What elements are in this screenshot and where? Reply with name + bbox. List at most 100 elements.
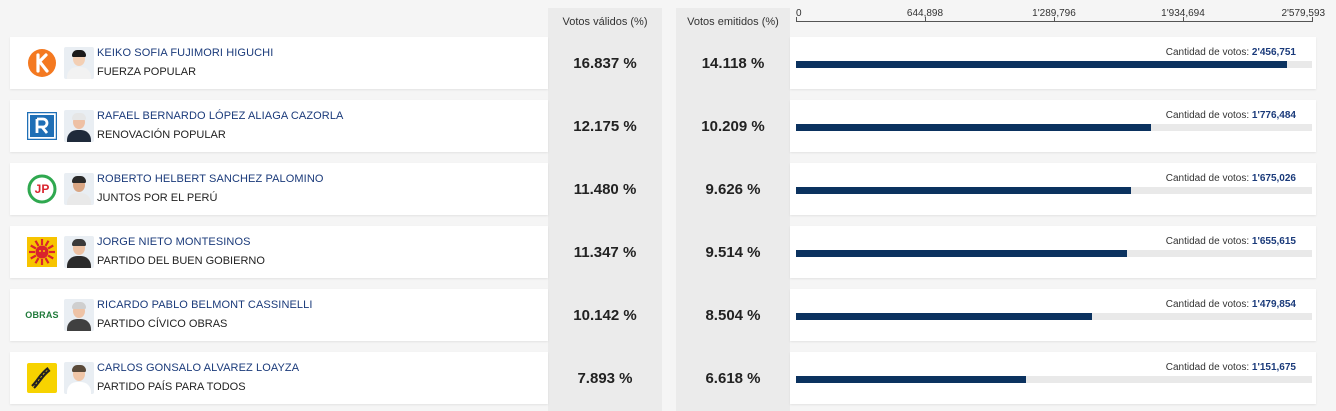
candidate-card: JORGE NIETO MONTESINOS PARTIDO DEL BUEN G… (10, 226, 548, 278)
votes-bar-fill (796, 124, 1151, 131)
votes-count-label: Cantidad de votos: 2'456,751 (1166, 47, 1296, 58)
votes-count-label: Cantidad de votos: 1'655,615 (1166, 236, 1296, 247)
votes-bar-track (796, 376, 1312, 383)
candidate-row[interactable]: KEIKO SOFIA FUJIMORI HIGUCHI FUERZA POPUL… (10, 37, 1316, 89)
candidate-row[interactable]: JORGE NIETO MONTESINOS PARTIDO DEL BUEN G… (10, 226, 1316, 278)
candidate-row[interactable]: JP ROBERTO HELBERT SANCHEZ PALOMINO JUNTOS… (10, 163, 1316, 215)
candidate-photo-avatar (64, 47, 94, 79)
candidate-photo-avatar (64, 110, 94, 142)
votes-axis: 0 644,898 1'289,796 1'934,694 2'579,593 (796, 8, 1325, 24)
votes-count-value: 1'655,615 (1251, 236, 1296, 247)
candidate-row[interactable]: RAFAEL BERNARDO LÓPEZ ALIAGA CAZORLA RENO… (10, 100, 1316, 152)
emitted-votes-header: Votos emitidos (%) (687, 16, 779, 28)
candidate-card: RAFAEL BERNARDO LÓPEZ ALIAGA CAZORLA RENO… (10, 100, 548, 152)
candidate-card: JP ROBERTO HELBERT SANCHEZ PALOMINO JUNTOS… (10, 163, 548, 215)
votes-count-label: Cantidad de votos: 1'151,675 (1166, 362, 1296, 373)
fuerza-popular-k-logo (26, 48, 58, 78)
votes-count-caption: Cantidad de votos: (1165, 47, 1250, 58)
emitted-votes-percent: 14.118 % (701, 54, 765, 72)
axis-tick-label: 1'289,796 (1032, 8, 1076, 19)
votes-count-value: 1'776,484 (1251, 110, 1296, 121)
party-name: RENOVACIÓN POPULAR (97, 129, 226, 141)
valid-votes-header: Votos válidos (%) (562, 16, 648, 28)
votes-bar-card: Cantidad de votos: 1'675,026 (790, 163, 1316, 215)
valid-votes-percent: 11.480 % (573, 180, 637, 198)
candidate-name[interactable]: CARLOS GONSALO ALVAREZ LOAYZA (97, 362, 300, 374)
pais-para-todos-road-logo (26, 363, 58, 393)
votes-bar-fill (796, 250, 1127, 257)
candidate-name[interactable]: KEIKO SOFIA FUJIMORI HIGUCHI (97, 47, 274, 59)
votes-bar-track (796, 61, 1312, 68)
votes-count-label: Cantidad de votos: 1'675,026 (1166, 173, 1296, 184)
candidate-photo-avatar (64, 173, 94, 205)
candidate-card: OBRAS RICARDO PABLO BELMONT CASSINELLI PAR… (10, 289, 548, 341)
candidate-card: KEIKO SOFIA FUJIMORI HIGUCHI FUERZA POPUL… (10, 37, 548, 89)
party-name: PARTIDO PAÍS PARA TODOS (97, 381, 246, 393)
valid-votes-percent: 10.142 % (573, 306, 637, 324)
candidate-name[interactable]: JORGE NIETO MONTESINOS (97, 236, 251, 248)
juntos-por-el-peru-jp-logo: JP (26, 174, 58, 204)
votes-count-caption: Cantidad de votos: (1165, 362, 1250, 373)
votes-bar-track (796, 124, 1312, 131)
votes-count-caption: Cantidad de votos: (1165, 110, 1250, 121)
candidate-name[interactable]: ROBERTO HELBERT SANCHEZ PALOMINO (97, 173, 324, 185)
votes-bar-track (796, 187, 1312, 194)
axis-tick (1182, 17, 1184, 22)
renovacion-popular-r-logo (26, 111, 58, 141)
svg-text:JP: JP (35, 182, 50, 196)
votes-count-caption: Cantidad de votos: (1165, 236, 1250, 247)
votes-bar-fill (796, 187, 1131, 194)
candidate-photo-avatar (64, 362, 94, 394)
emitted-votes-percent: 9.626 % (705, 180, 761, 198)
votes-bar-fill (796, 61, 1287, 68)
party-name: JUNTOS POR EL PERÚ (97, 192, 218, 204)
votes-bar-fill (796, 376, 1026, 383)
votes-bar-card: Cantidad de votos: 1'479,854 (790, 289, 1316, 341)
votes-count-value: 1'675,026 (1251, 173, 1296, 184)
valid-votes-percent: 16.837 % (573, 54, 637, 72)
valid-votes-column-bg (548, 8, 662, 411)
obras-logo: OBRAS (25, 300, 59, 330)
votes-count-value: 2'456,751 (1251, 47, 1296, 58)
candidate-card: CARLOS GONSALO ALVAREZ LOAYZA PARTIDO PAÍ… (10, 352, 548, 404)
votes-count-label: Cantidad de votos: 1'479,854 (1166, 299, 1296, 310)
candidate-name[interactable]: RAFAEL BERNARDO LÓPEZ ALIAGA CAZORLA (97, 110, 344, 122)
votes-count-caption: Cantidad de votos: (1165, 173, 1250, 184)
votes-bar-track (796, 313, 1312, 320)
votes-bar-track (796, 250, 1312, 257)
valid-votes-percent: 7.893 % (577, 369, 633, 387)
votes-bar-card: Cantidad de votos: 1'655,615 (790, 226, 1316, 278)
candidate-row[interactable]: OBRAS RICARDO PABLO BELMONT CASSINELLI PAR… (10, 289, 1316, 341)
votes-bar-card: Cantidad de votos: 1'776,484 (790, 100, 1316, 152)
valid-votes-percent: 11.347 % (573, 243, 637, 261)
logo-text: OBRAS (25, 310, 59, 320)
party-name: PARTIDO CÍVICO OBRAS (97, 318, 228, 330)
emitted-votes-percent: 10.209 % (701, 117, 765, 135)
party-name: PARTIDO DEL BUEN GOBIERNO (97, 255, 265, 267)
emitted-votes-percent: 8.504 % (705, 306, 761, 324)
party-name: FUERZA POPULAR (97, 66, 197, 78)
axis-tick (796, 17, 797, 22)
axis-tick-label: 644,898 (906, 8, 944, 19)
candidate-photo-avatar (64, 299, 94, 331)
axis-tick (924, 17, 926, 22)
axis-tick-label: 0 (796, 8, 802, 19)
candidate-name[interactable]: RICARDO PABLO BELMONT CASSINELLI (97, 299, 313, 311)
emitted-votes-percent: 6.618 % (705, 369, 761, 387)
axis-tick (1053, 17, 1055, 22)
axis-tick (1312, 17, 1313, 22)
candidate-photo-avatar (64, 236, 94, 268)
valid-votes-percent: 12.175 % (573, 117, 637, 135)
votes-bar-card: Cantidad de votos: 1'151,675 (790, 352, 1316, 404)
votes-count-label: Cantidad de votos: 1'776,484 (1166, 110, 1296, 121)
sun-logo (26, 237, 58, 267)
votes-count-value: 1'151,675 (1251, 362, 1296, 373)
emitted-votes-column-bg (676, 8, 790, 411)
votes-bar-fill (796, 313, 1092, 320)
candidate-row[interactable]: CARLOS GONSALO ALVAREZ LOAYZA PARTIDO PAÍ… (10, 352, 1316, 404)
emitted-votes-percent: 9.514 % (705, 243, 761, 261)
votes-count-caption: Cantidad de votos: (1165, 299, 1250, 310)
votes-count-value: 1'479,854 (1251, 299, 1296, 310)
votes-bar-card: Cantidad de votos: 2'456,751 (790, 37, 1316, 89)
axis-tick-label: 1'934,694 (1161, 8, 1205, 19)
